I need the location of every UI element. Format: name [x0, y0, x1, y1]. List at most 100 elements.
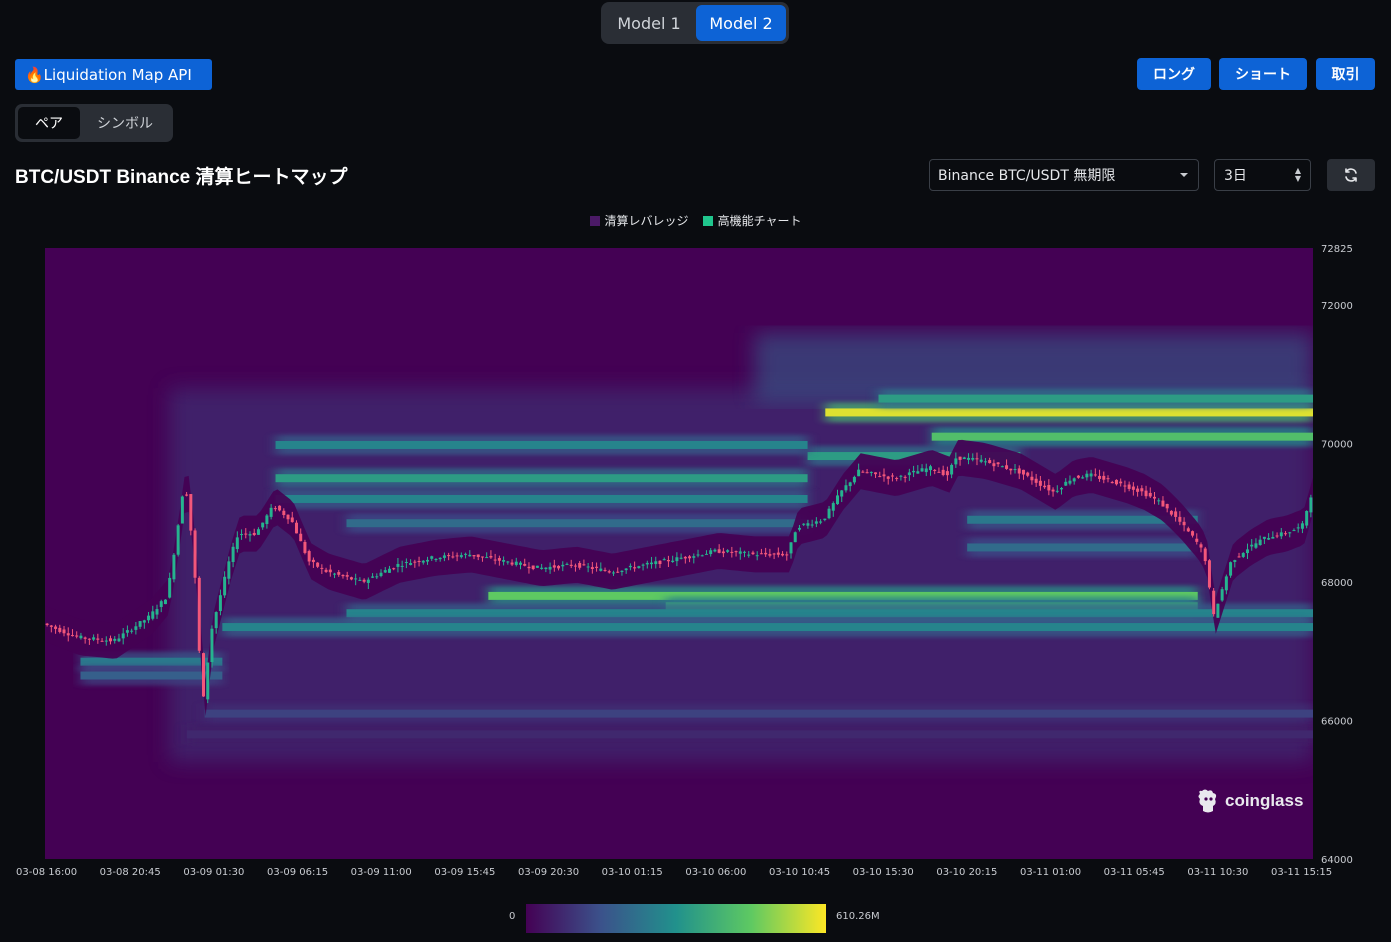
candle-down [193, 530, 197, 578]
x-tick-label: 03-09 20:30 [518, 867, 579, 878]
candle-up [172, 554, 176, 580]
symbol-tab[interactable]: シンボル [97, 116, 153, 132]
candle-down [282, 510, 286, 516]
candle-down [785, 554, 789, 556]
candle-up [797, 527, 801, 530]
candle-down [1005, 465, 1009, 469]
candle-up [1233, 560, 1237, 562]
candle-up [256, 529, 260, 535]
candle-down [878, 476, 882, 478]
trade-button[interactable]: 取引 [1316, 58, 1375, 90]
candle-down [54, 626, 58, 629]
candle-up [409, 562, 413, 566]
candle-down [941, 469, 945, 475]
candle-down [1161, 500, 1165, 507]
x-tick-label: 03-09 11:00 [351, 867, 412, 878]
candle-down [1178, 516, 1182, 522]
candle-up [168, 577, 172, 598]
liquidation-map-api-button[interactable]: 🔥Liquidation Map API [15, 59, 212, 90]
candle-down [58, 627, 62, 632]
candle-down [197, 577, 201, 651]
candle-down [1043, 485, 1047, 488]
candle-up [586, 566, 590, 568]
candle-up [366, 579, 370, 583]
candle-down [392, 568, 396, 570]
candle-down [1098, 475, 1102, 479]
candle-down [874, 472, 878, 475]
candle-up [806, 523, 810, 526]
candle-up [1300, 523, 1304, 529]
model-2-tab[interactable]: Model 2 [696, 5, 786, 41]
candle-down [573, 565, 577, 567]
candle-down [455, 555, 459, 557]
x-tick-label: 03-08 16:00 [16, 867, 77, 878]
short-button[interactable]: ショート [1219, 58, 1307, 90]
candle-up [1000, 466, 1004, 468]
candle-up [265, 515, 269, 525]
candle-down [447, 555, 451, 557]
candle-up [333, 573, 337, 575]
candle-down [96, 638, 100, 640]
long-button[interactable]: ロング [1137, 58, 1211, 90]
candle-up [1305, 510, 1309, 526]
candle-up [840, 490, 844, 497]
liquidation-band [80, 671, 223, 680]
candle-up [848, 482, 852, 487]
candle-up [214, 612, 218, 629]
candle-up [704, 553, 708, 555]
candle-up [637, 566, 641, 568]
candle-down [109, 638, 113, 642]
candle-up [1250, 544, 1254, 547]
candle-down [1199, 544, 1203, 548]
candle-up [240, 534, 244, 536]
candle-down [273, 508, 277, 510]
candle-up [1089, 473, 1093, 477]
candle-up [983, 461, 987, 463]
candle-down [776, 552, 780, 555]
candle-down [717, 549, 721, 553]
candle-down [890, 475, 894, 477]
candle-up [954, 458, 958, 465]
candle-up [747, 554, 751, 556]
liquidation-band [275, 474, 808, 483]
candle-down [87, 638, 91, 640]
candle-up [142, 620, 146, 623]
candle-up [971, 458, 975, 460]
up-down-icon: ▲ ▼ [1294, 166, 1301, 183]
candle-up [535, 565, 539, 568]
candle-up [396, 563, 400, 567]
pair-tab[interactable]: ペア [18, 107, 80, 139]
x-tick-label: 03-10 20:15 [936, 867, 997, 878]
refresh-button[interactable] [1327, 159, 1375, 191]
candle-up [104, 640, 108, 642]
candle-up [540, 567, 544, 569]
y-tick-label: 72825 [1321, 244, 1353, 255]
legend-item-leverage[interactable]: 清算レバレッジ [589, 212, 689, 229]
x-tick-label: 03-11 15:15 [1271, 867, 1332, 878]
candle-up [206, 662, 210, 700]
candle-down [497, 558, 501, 561]
refresh-icon [1345, 168, 1357, 182]
liquidation-band [275, 440, 808, 449]
candle-up [1288, 532, 1292, 534]
candle-down [1009, 468, 1013, 471]
candle-down [578, 562, 582, 568]
candle-down [595, 566, 599, 568]
legend-item-advanced-chart[interactable]: 高機能チャート [702, 212, 801, 229]
candle-down [582, 564, 586, 566]
pair-select[interactable]: Binance BTC/USDT 無期限 [929, 159, 1199, 191]
liquidation-band [80, 657, 223, 666]
model-1-tab[interactable]: Model 1 [617, 13, 681, 33]
candle-down [996, 462, 1000, 465]
candle-down [1017, 468, 1021, 474]
candle-up [383, 570, 387, 573]
candle-up [620, 570, 624, 573]
period-stepper[interactable]: 3日 ▲ ▼ [1214, 159, 1311, 191]
candle-down [772, 553, 776, 555]
candle-up [827, 508, 831, 519]
candle-down [489, 555, 493, 558]
candle-down [1119, 481, 1123, 484]
candle-up [426, 559, 430, 562]
candle-down [895, 478, 899, 480]
